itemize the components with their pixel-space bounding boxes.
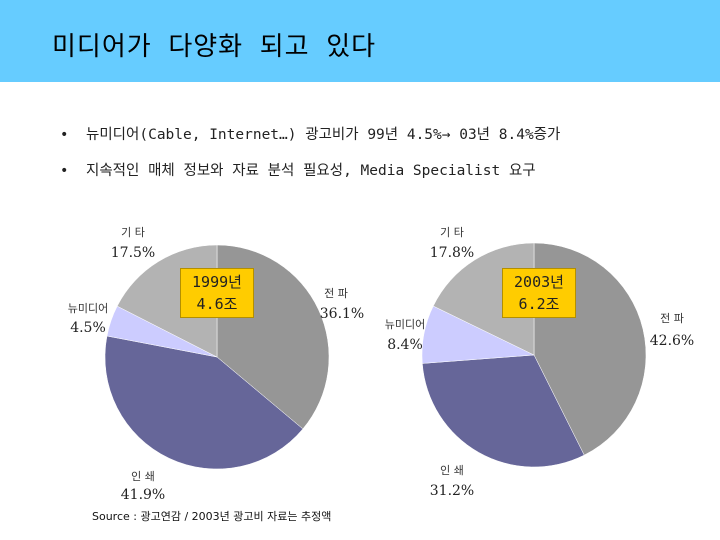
slice-name-label: 기 타 — [121, 226, 145, 239]
bullet-list: • 뉴미디어(Cable, Internet…) 광고비가 99년 4.5%→ … — [60, 122, 710, 194]
slice-name-label: 인 쇄 — [440, 464, 464, 477]
slice-name-label: 인 쇄 — [131, 470, 155, 483]
pie-slice-0-print — [104, 335, 304, 470]
slice-value-label: 8.4% — [387, 337, 423, 353]
bullet-marker: • — [60, 163, 69, 179]
bullet-marker: • — [60, 127, 69, 143]
slice-name-label: 뉴미디어 — [68, 302, 108, 315]
title-bar: 미디어가 다양화 되고 있다 — [0, 0, 720, 82]
slice-value-label: 36.1% — [320, 306, 364, 322]
slice-value-label: 41.9% — [121, 487, 165, 503]
year-box-year: 2003년 — [514, 273, 564, 291]
slide-title: 미디어가 다양화 되고 있다 — [52, 32, 377, 62]
slice-value-label: 4.5% — [70, 320, 106, 336]
source-note: Source : 광고연감 / 2003년 광고비 자료는 추정액 — [92, 510, 332, 523]
slice-name-label: 전 파 — [324, 287, 348, 300]
year-box-year: 1999년 — [192, 273, 242, 291]
slice-name-label: 기 타 — [440, 226, 464, 239]
slice-value-label: 31.2% — [430, 483, 474, 499]
slice-name-label: 뉴미디어 — [385, 318, 425, 331]
pie-chart-2003: 전 파 42.6% 인 쇄 31.2% 뉴미디어 8.4% 기 타 17.8% — [385, 226, 694, 499]
bullet-text: 지속적인 매체 정보와 자료 분석 필요성, Media Specialist … — [86, 163, 536, 179]
year-box-total: 4.6조 — [196, 295, 238, 313]
year-box-total: 6.2조 — [518, 295, 560, 313]
slice-value-label: 42.6% — [650, 333, 694, 349]
slice-name-label: 전 파 — [660, 312, 684, 325]
slice-value-label: 17.8% — [430, 245, 474, 261]
bullet-text: 뉴미디어(Cable, Internet…) 광고비가 99년 4.5%→ 03… — [86, 127, 561, 143]
pie-slice-1-print — [422, 354, 585, 468]
slice-value-label: 17.5% — [111, 245, 155, 261]
bullet-item: • 뉴미디어(Cable, Internet…) 광고비가 99년 4.5%→ … — [60, 122, 710, 158]
pie-chart-1999: 전 파 36.1% 인 쇄 41.9% 뉴미디어 4.5% 기 타 17.5% — [68, 226, 364, 503]
year-box-1999: 1999년 4.6조 — [180, 268, 254, 318]
bullet-item: • 지속적인 매체 정보와 자료 분석 필요성, Media Specialis… — [60, 158, 710, 194]
year-box-2003: 2003년 6.2조 — [502, 268, 576, 318]
